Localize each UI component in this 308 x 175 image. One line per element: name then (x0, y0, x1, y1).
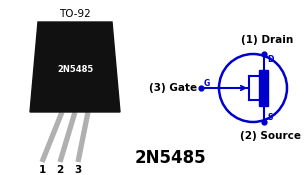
Text: 2N5485: 2N5485 (57, 65, 93, 74)
Text: S: S (268, 113, 273, 121)
Text: 2N5485: 2N5485 (134, 149, 206, 167)
Text: TO-92: TO-92 (59, 9, 91, 19)
Text: (1) Drain: (1) Drain (241, 35, 293, 45)
Text: D: D (268, 54, 274, 64)
Text: G: G (204, 79, 210, 88)
Bar (259, 70, 268, 106)
Text: 3: 3 (74, 165, 82, 175)
Polygon shape (30, 22, 120, 112)
Text: (3) Gate: (3) Gate (149, 83, 197, 93)
Text: 1: 1 (38, 165, 46, 175)
Text: 2: 2 (56, 165, 64, 175)
Text: (2) Source: (2) Source (241, 131, 302, 141)
